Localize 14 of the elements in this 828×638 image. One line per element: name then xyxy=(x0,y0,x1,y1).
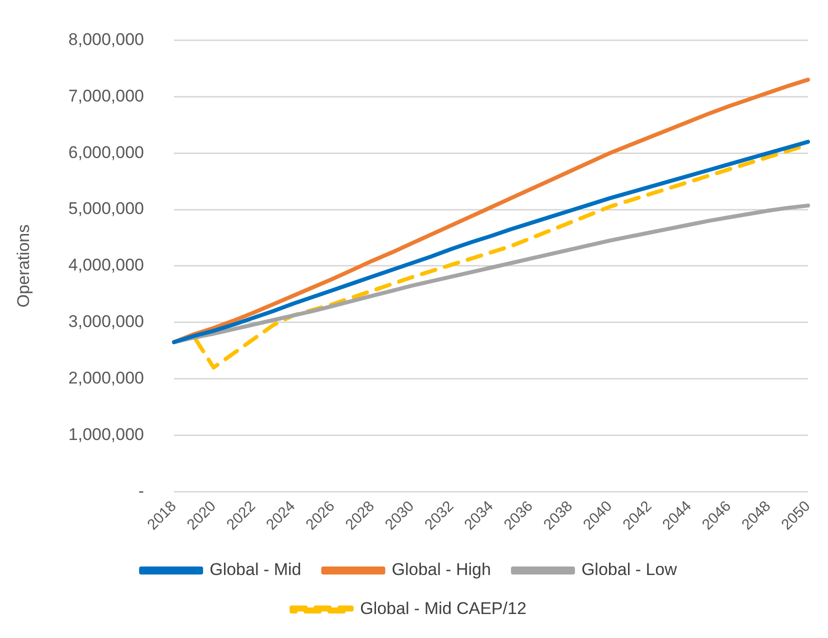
y-tick-label: 4,000,000 xyxy=(68,256,144,275)
y-axis-title: Operations xyxy=(14,224,33,308)
legend-label: Global - Low xyxy=(581,560,678,580)
y-tick-label: 2,000,000 xyxy=(68,368,144,388)
y-tick-label: 3,000,000 xyxy=(68,312,144,332)
legend-label: Global - High xyxy=(392,560,491,580)
y-tick-label: - xyxy=(138,481,144,500)
y-tick-label: 8,000,000 xyxy=(68,30,144,49)
legend-label: Global - Mid xyxy=(210,560,302,580)
y-tick-label: 5,000,000 xyxy=(68,199,144,218)
y-tick-label: 6,000,000 xyxy=(68,142,144,162)
y-tick-label: 1,000,000 xyxy=(68,424,144,444)
legend-label: Global - Mid CAEP/12 xyxy=(360,599,526,618)
y-tick-label: 7,000,000 xyxy=(68,86,144,106)
